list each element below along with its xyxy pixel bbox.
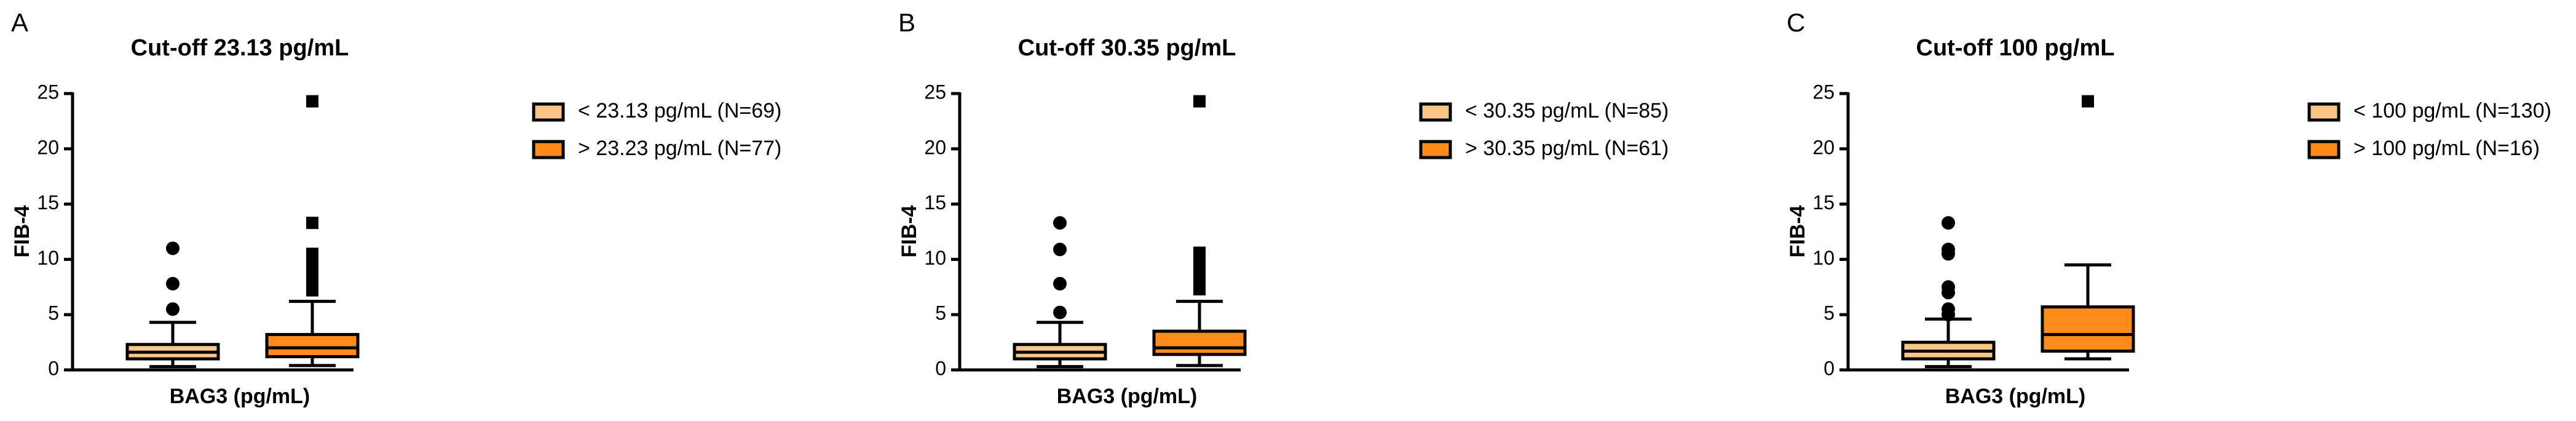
outlier (1053, 243, 1067, 257)
outlier (1942, 216, 1955, 230)
outlier (166, 241, 180, 255)
y-axis-label: FIB-4 (1786, 205, 1809, 257)
legend-swatch (532, 140, 565, 159)
outlier (166, 302, 180, 316)
legend-label: < 30.35 pg/mL (N=85) (1465, 99, 1669, 122)
y-tick-label: 5 (1823, 302, 1835, 324)
panel-label: A (11, 8, 28, 37)
x-axis-label: BAG3 (pg/mL) (1057, 385, 1198, 408)
y-tick-label: 10 (924, 247, 946, 269)
outlier (1942, 280, 1955, 294)
panel: A Cut-off 23.13 pg/mL BAG3 (pg/mL) FIB-4 0 5 1… (10, 8, 781, 408)
y-tick-label: 15 (37, 191, 59, 214)
panel: C Cut-off 100 pg/mL BAG3 (pg/mL) FIB-4 0 5 10 1… (1786, 8, 2551, 408)
y-tick-label: 25 (924, 81, 946, 103)
panel-label: B (898, 8, 915, 37)
y-tick-label: 25 (37, 81, 59, 103)
legend-label: < 100 pg/mL (N=130) (2353, 99, 2551, 122)
x-axis-label: BAG3 (pg/mL) (1945, 385, 2086, 408)
box (265, 333, 360, 358)
outlier (1942, 243, 1955, 257)
outlier (1053, 276, 1067, 291)
panel: B Cut-off 30.35 pg/mL BAG3 (pg/mL) FIB-4 0 5 1… (898, 8, 1669, 408)
outlier (2082, 95, 2094, 108)
outlier (306, 247, 318, 260)
panel-label: C (1787, 8, 1805, 37)
outlier (1053, 216, 1067, 230)
outlier (1193, 95, 1206, 108)
legend-swatch (1419, 102, 1452, 122)
y-tick-label: 20 (1812, 136, 1835, 158)
y-axis-label: FIB-4 (898, 205, 921, 257)
y-tick-label: 0 (48, 357, 59, 379)
y-tick-label: 20 (37, 136, 59, 158)
y-tick-label: 5 (48, 302, 59, 324)
chart-title: Cut-off 100 pg/mL (1916, 35, 2115, 61)
chart-title: Cut-off 23.13 pg/mL (131, 35, 349, 61)
y-tick-label: 5 (935, 302, 946, 324)
outlier (166, 276, 180, 291)
y-tick-label: 10 (37, 247, 59, 269)
chart-title: Cut-off 30.35 pg/mL (1018, 35, 1236, 61)
y-tick-label: 0 (935, 357, 946, 379)
legend-swatch (2307, 102, 2341, 122)
y-tick-label: 20 (924, 136, 946, 158)
outlier (306, 217, 318, 230)
y-tick-label: 0 (1823, 357, 1835, 379)
legend-label: > 30.35 pg/mL (N=61) (1465, 137, 1669, 160)
legend-label: < 23.13 pg/mL (N=69) (578, 99, 781, 122)
y-tick-label: 15 (1812, 191, 1835, 214)
outlier (1942, 302, 1955, 316)
box (1152, 329, 1247, 356)
legend-swatch (1419, 140, 1452, 159)
outlier (306, 95, 318, 108)
box (2041, 305, 2135, 353)
legend-swatch (2307, 140, 2341, 159)
legend-label: > 100 pg/mL (N=16) (2353, 137, 2540, 160)
y-tick-label: 15 (924, 191, 946, 214)
y-tick-label: 10 (1812, 247, 1835, 269)
y-axis-label: FIB-4 (10, 205, 34, 257)
legend-label: > 23.23 pg/mL (N=77) (578, 137, 781, 160)
y-tick-label: 25 (1812, 81, 1835, 103)
legend-swatch (532, 102, 565, 122)
x-axis-label: BAG3 (pg/mL) (170, 385, 310, 408)
outlier (1193, 246, 1206, 259)
outlier (1053, 305, 1067, 319)
